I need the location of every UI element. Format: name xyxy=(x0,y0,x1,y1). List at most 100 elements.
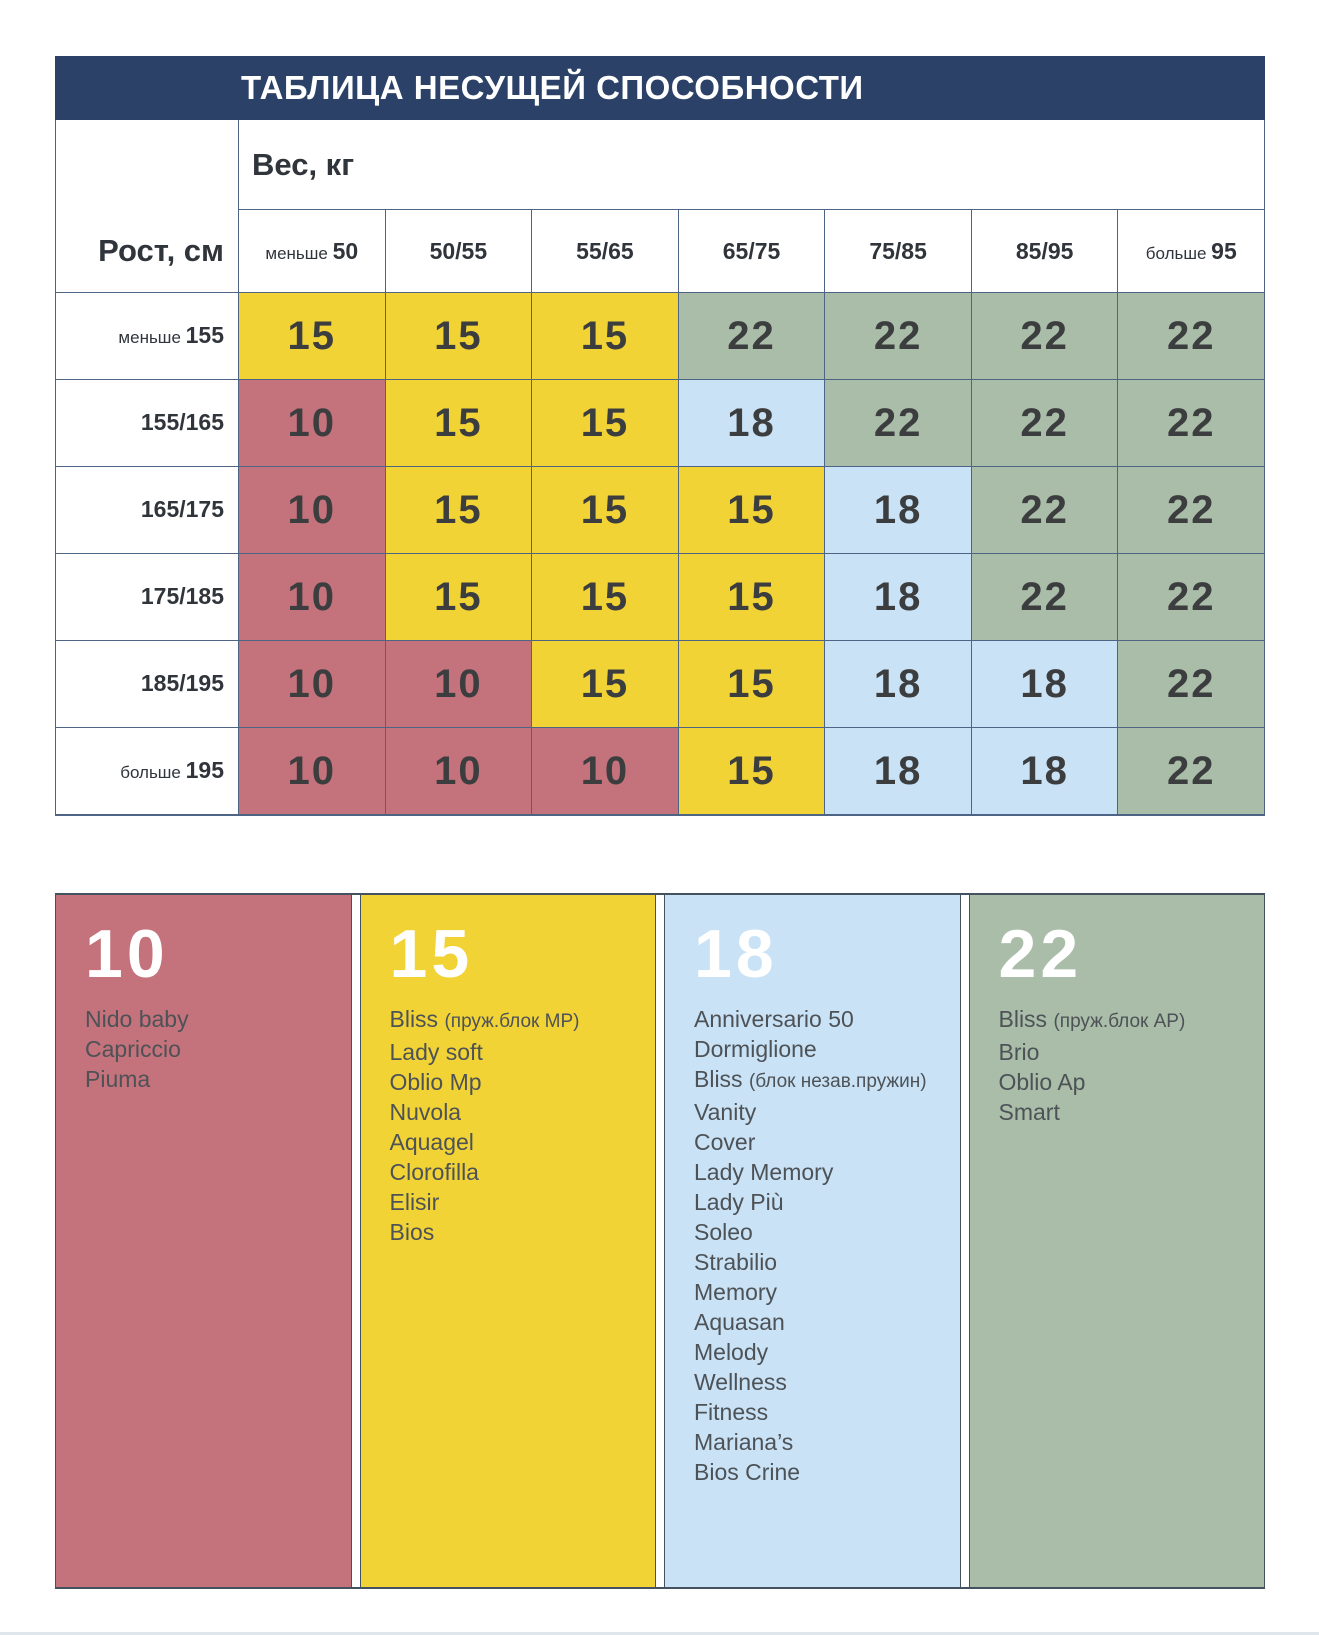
height-row-label: меньше 155 xyxy=(56,293,238,379)
table-row: 175/185 10 15 15 15 18 22 22 xyxy=(56,553,1265,640)
model-name: Fitness xyxy=(694,1399,769,1426)
label-prefix: меньше xyxy=(118,328,186,347)
capacity-cell: 10 xyxy=(531,728,678,814)
legend-value: 15 xyxy=(389,916,474,992)
table-row: больше 195 10 10 10 15 18 18 22 xyxy=(56,727,1265,814)
capacity-cell: 15 xyxy=(238,293,385,379)
capacity-cell: 10 xyxy=(238,554,385,640)
model-name: Elisir xyxy=(389,1189,440,1216)
capacity-cell: 18 xyxy=(824,554,971,640)
capacity-cell: 22 xyxy=(970,293,1118,379)
label-prefix: меньше xyxy=(265,244,333,263)
model-name: Brio xyxy=(998,1039,1040,1066)
capacity-cell: 18 xyxy=(824,728,971,814)
model-name: Wellness xyxy=(694,1369,787,1396)
label-value: 50 xyxy=(332,238,359,264)
capacity-cell: 22 xyxy=(1117,728,1265,814)
table-row: 185/195 10 10 15 15 18 18 22 xyxy=(56,640,1265,727)
weight-column-header: больше 95 xyxy=(1117,210,1264,292)
model-name: Vanity xyxy=(694,1099,757,1126)
capacity-cell: 15 xyxy=(384,380,532,466)
capacity-cell: 15 xyxy=(677,554,825,640)
model-name: Nido baby xyxy=(85,1006,189,1033)
model-note: (блок незав.пружин) xyxy=(748,1071,927,1093)
weight-column-header: 75/85 xyxy=(824,210,971,292)
capacity-cell: 15 xyxy=(531,293,678,379)
model-name: Dormiglione xyxy=(694,1036,817,1063)
model-name: Bios xyxy=(389,1219,435,1246)
label-value: 85/95 xyxy=(1015,238,1074,264)
weight-column-header: 65/75 xyxy=(677,210,825,292)
legend-value: 10 xyxy=(85,916,169,992)
capacity-cell: 10 xyxy=(384,641,532,727)
capacity-cell: 10 xyxy=(238,467,385,553)
model-name: Strabilio xyxy=(694,1249,778,1276)
model-name: Memory xyxy=(694,1279,778,1306)
capacity-cell: 15 xyxy=(677,728,825,814)
model-note: (пруж.блок MP) xyxy=(444,1011,580,1033)
capacity-cell: 22 xyxy=(1117,554,1265,640)
model-name: Capriccio xyxy=(85,1036,181,1063)
model-name: Bios Crine xyxy=(694,1459,801,1486)
height-axis-label: Рост, см xyxy=(98,233,224,268)
model-name: Oblio Ap xyxy=(998,1069,1086,1096)
model-name: Oblio Mp xyxy=(389,1069,482,1096)
capacity-cell: 15 xyxy=(531,554,678,640)
capacity-cell: 10 xyxy=(238,380,385,466)
capacity-cell: 10 xyxy=(384,728,532,814)
capacity-cell: 22 xyxy=(970,554,1118,640)
model-name: Cover xyxy=(694,1129,756,1156)
capacity-cell: 22 xyxy=(824,293,971,379)
model-name: Aquasan xyxy=(694,1309,785,1336)
legend-group-10: 10 Nido baby Capriccio Piuma xyxy=(55,895,352,1587)
column-header-row: Рост, см меньше 50 50/55 55/65 65/75 75/85 85… xyxy=(56,210,1264,292)
legend-value: 22 xyxy=(998,916,1083,992)
capacity-cell: 15 xyxy=(677,641,825,727)
weight-column-header: меньше 50 xyxy=(238,210,385,292)
model-list: Nido baby Capriccio Piuma xyxy=(85,1004,337,1094)
legend: 10 Nido baby Capriccio Piuma 15 Bliss (пруж.б… xyxy=(55,893,1265,1589)
model-list: Bliss (пруж.блок MP) Lady soft Oblio Mp Nuv… xyxy=(390,1004,642,1247)
label-value: 95 xyxy=(1211,238,1237,264)
label-value: 185/195 xyxy=(140,670,224,696)
label-value: 55/65 xyxy=(576,238,634,264)
model-name: Lady Più xyxy=(694,1189,784,1216)
capacity-cell: 22 xyxy=(1117,380,1265,466)
weight-column-header: 50/55 xyxy=(384,210,532,292)
table-row: меньше 155 15 15 15 22 22 22 22 xyxy=(56,292,1265,379)
label-prefix: больше xyxy=(120,763,186,782)
model-name: Smart xyxy=(998,1099,1060,1126)
capacity-table: Вес, кг Рост, см меньше 50 50/55 55/65 65/7… xyxy=(55,120,1265,816)
table-row: 165/175 10 15 15 15 18 22 22 xyxy=(56,466,1265,553)
capacity-cell: 22 xyxy=(824,380,971,466)
capacity-cell: 22 xyxy=(1117,467,1265,553)
label-value: 155/165 xyxy=(140,409,224,435)
model-name: Soleo xyxy=(694,1219,753,1246)
model-name: Bliss (блок незав.пружин) xyxy=(694,1066,927,1093)
model-name: Mariana’s xyxy=(694,1429,794,1456)
legend-group-15: 15 Bliss (пруж.блок MP) Lady soft Oblio Mp N… xyxy=(359,895,656,1587)
label-value: 195 xyxy=(185,757,224,783)
legend-group-18: 18 Anniversario 50 Dormiglione Bliss (блок … xyxy=(664,895,961,1587)
capacity-table-body: меньше 155 15 15 15 22 22 22 22 155/165 10 15 15 18 2… xyxy=(56,292,1265,814)
model-name: Nuvola xyxy=(389,1099,462,1126)
label-value: 165/175 xyxy=(140,496,224,522)
capacity-cell: 22 xyxy=(677,293,825,379)
model-list: Anniversario 50 Dormiglione Bliss (блок не… xyxy=(694,1004,946,1487)
capacity-cell: 18 xyxy=(970,641,1118,727)
capacity-cell: 15 xyxy=(384,293,532,379)
capacity-cell: 22 xyxy=(970,467,1118,553)
capacity-cell: 18 xyxy=(970,728,1118,814)
height-row-label: 185/195 xyxy=(56,641,238,727)
capacity-cell: 22 xyxy=(1117,293,1265,379)
weight-axis-label: Вес, кг xyxy=(238,120,1264,210)
label-value: 50/55 xyxy=(429,238,488,264)
weight-column-header: 55/65 xyxy=(531,210,678,292)
capacity-cell: 10 xyxy=(238,728,385,814)
legend-value: 18 xyxy=(694,916,778,992)
weight-column-headers: меньше 50 50/55 55/65 65/75 75/85 85/95 больше… xyxy=(238,210,1264,292)
model-name: Aquagel xyxy=(389,1129,474,1156)
capacity-cell: 18 xyxy=(824,641,971,727)
capacity-cell: 22 xyxy=(970,380,1118,466)
capacity-cell: 15 xyxy=(384,467,532,553)
